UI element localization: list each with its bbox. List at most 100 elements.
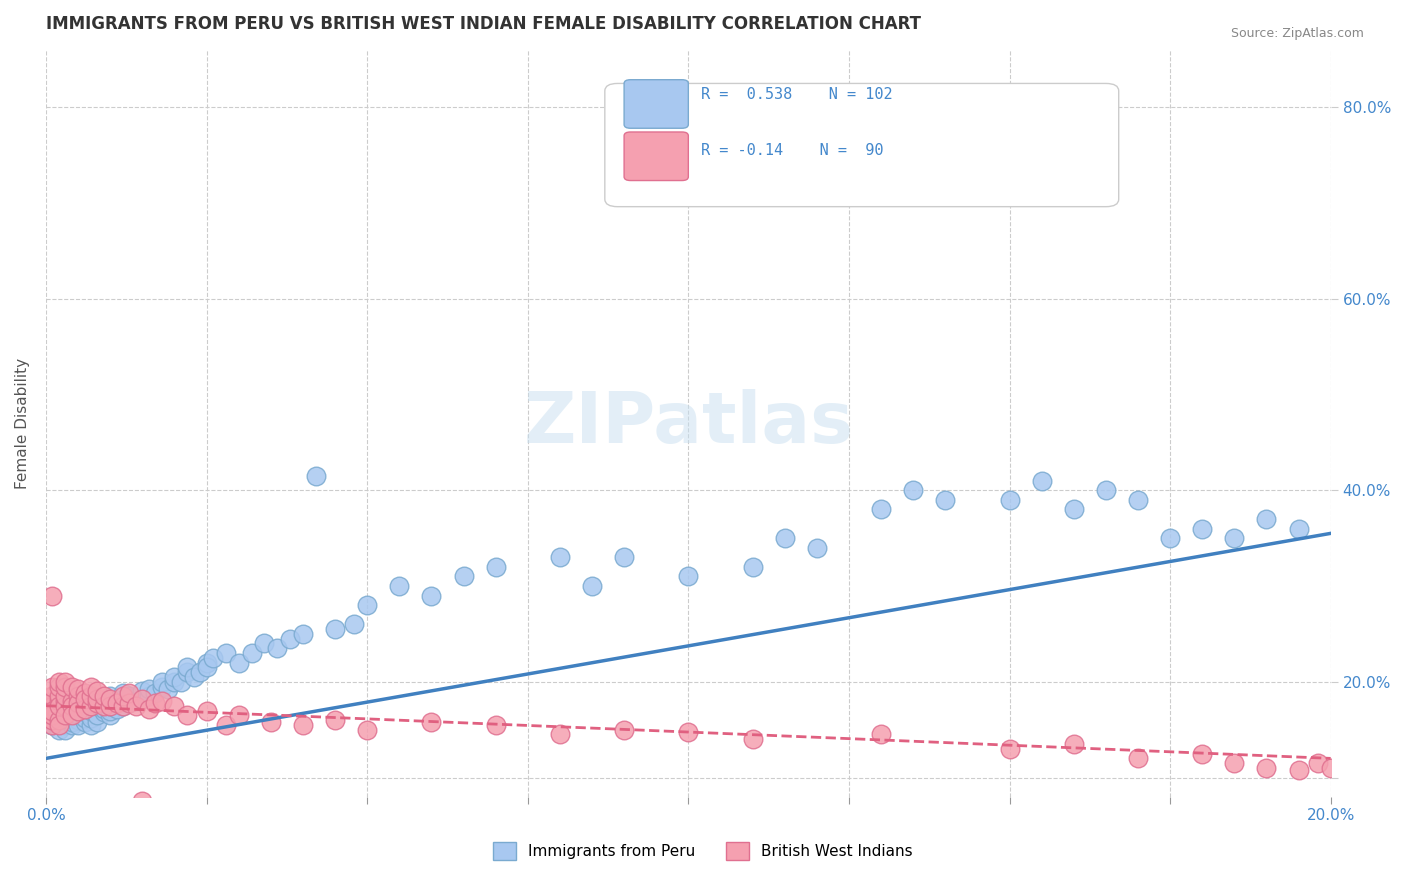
British West Indians xyxy=(48,718,70,732)
Immigrants from Peru xyxy=(93,706,115,720)
British West Indians xyxy=(112,698,135,713)
Immigrants from Peru xyxy=(131,684,153,698)
British West Indians xyxy=(260,714,283,729)
Immigrants from Peru xyxy=(150,680,173,694)
Immigrants from Peru xyxy=(67,713,90,727)
British West Indians xyxy=(1063,737,1085,751)
Immigrants from Peru xyxy=(80,704,103,718)
Immigrants from Peru xyxy=(215,646,238,660)
British West Indians xyxy=(41,708,63,723)
British West Indians xyxy=(60,694,83,708)
British West Indians xyxy=(41,694,63,708)
Immigrants from Peru xyxy=(67,708,90,723)
Immigrants from Peru xyxy=(266,641,288,656)
Immigrants from Peru xyxy=(86,708,108,723)
British West Indians xyxy=(678,724,700,739)
Immigrants from Peru xyxy=(1223,531,1246,545)
British West Indians xyxy=(870,727,893,741)
British West Indians xyxy=(86,684,108,698)
Immigrants from Peru xyxy=(613,550,636,565)
Immigrants from Peru xyxy=(678,569,700,583)
Immigrants from Peru xyxy=(41,713,63,727)
British West Indians xyxy=(41,713,63,727)
British West Indians xyxy=(98,692,121,706)
Immigrants from Peru xyxy=(1288,522,1310,536)
British West Indians xyxy=(420,714,443,729)
British West Indians xyxy=(80,689,103,703)
British West Indians xyxy=(1256,761,1278,775)
Immigrants from Peru xyxy=(901,483,924,498)
British West Indians xyxy=(98,698,121,713)
British West Indians xyxy=(1384,775,1406,789)
British West Indians xyxy=(150,694,173,708)
British West Indians xyxy=(73,686,96,700)
British West Indians xyxy=(60,680,83,694)
British West Indians xyxy=(53,694,76,708)
British West Indians xyxy=(41,708,63,723)
British West Indians xyxy=(163,698,186,713)
British West Indians xyxy=(105,696,128,710)
Immigrants from Peru xyxy=(41,718,63,732)
Immigrants from Peru xyxy=(157,682,180,697)
Immigrants from Peru xyxy=(420,589,443,603)
Immigrants from Peru xyxy=(80,708,103,723)
Immigrants from Peru xyxy=(60,714,83,729)
British West Indians xyxy=(48,713,70,727)
British West Indians xyxy=(131,692,153,706)
British West Indians xyxy=(1339,756,1361,771)
Immigrants from Peru xyxy=(806,541,828,555)
Immigrants from Peru xyxy=(388,579,411,593)
British West Indians xyxy=(125,698,148,713)
Immigrants from Peru xyxy=(60,718,83,732)
British West Indians xyxy=(1306,756,1329,771)
Immigrants from Peru xyxy=(138,689,160,703)
British West Indians xyxy=(1288,763,1310,777)
Immigrants from Peru xyxy=(291,627,314,641)
British West Indians xyxy=(48,689,70,703)
Immigrants from Peru xyxy=(278,632,301,646)
Immigrants from Peru xyxy=(86,714,108,729)
British West Indians xyxy=(80,698,103,713)
Legend: Immigrants from Peru, British West Indians: Immigrants from Peru, British West India… xyxy=(486,836,920,866)
Immigrants from Peru xyxy=(176,665,198,680)
Immigrants from Peru xyxy=(105,696,128,710)
Immigrants from Peru xyxy=(48,713,70,727)
Immigrants from Peru xyxy=(86,698,108,713)
Immigrants from Peru xyxy=(343,617,366,632)
British West Indians xyxy=(41,704,63,718)
British West Indians xyxy=(195,704,218,718)
Immigrants from Peru xyxy=(118,696,141,710)
British West Indians xyxy=(73,692,96,706)
Immigrants from Peru xyxy=(53,723,76,737)
Immigrants from Peru xyxy=(1126,492,1149,507)
British West Indians xyxy=(1223,756,1246,771)
Immigrants from Peru xyxy=(195,656,218,670)
British West Indians xyxy=(176,708,198,723)
British West Indians xyxy=(48,674,70,689)
Immigrants from Peru xyxy=(195,660,218,674)
Text: IMMIGRANTS FROM PERU VS BRITISH WEST INDIAN FEMALE DISABILITY CORRELATION CHART: IMMIGRANTS FROM PERU VS BRITISH WEST IND… xyxy=(46,15,921,33)
British West Indians xyxy=(48,694,70,708)
Immigrants from Peru xyxy=(125,694,148,708)
British West Indians xyxy=(80,680,103,694)
British West Indians xyxy=(1396,771,1406,785)
Immigrants from Peru xyxy=(163,674,186,689)
British West Indians xyxy=(53,708,76,723)
Immigrants from Peru xyxy=(112,698,135,713)
Immigrants from Peru xyxy=(453,569,475,583)
Immigrants from Peru xyxy=(870,502,893,516)
Immigrants from Peru xyxy=(305,469,328,483)
Y-axis label: Female Disability: Female Disability xyxy=(15,358,30,489)
British West Indians xyxy=(53,698,76,713)
British West Indians xyxy=(215,718,238,732)
British West Indians xyxy=(485,718,508,732)
British West Indians xyxy=(138,701,160,715)
Immigrants from Peru xyxy=(112,692,135,706)
Immigrants from Peru xyxy=(48,723,70,737)
Immigrants from Peru xyxy=(41,704,63,718)
Immigrants from Peru xyxy=(48,708,70,723)
British West Indians xyxy=(118,686,141,700)
Immigrants from Peru xyxy=(485,560,508,574)
Immigrants from Peru xyxy=(201,650,224,665)
Immigrants from Peru xyxy=(998,492,1021,507)
